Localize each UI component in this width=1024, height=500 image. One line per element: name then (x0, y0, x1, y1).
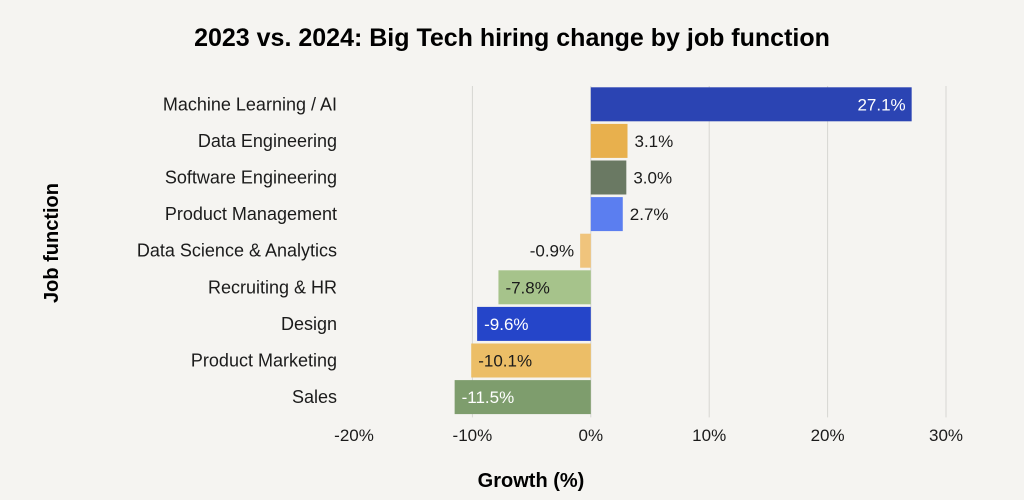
category-labels: Machine Learning / AI Data Engineering Sof… (137, 94, 337, 407)
bar (454, 380, 591, 415)
x-tick-label: 0% (579, 426, 604, 445)
bar (590, 87, 912, 122)
x-tick-label: 10% (692, 426, 726, 445)
category-label: Data Science & Analytics (137, 241, 337, 261)
x-tick-labels: -20% -10% 0% 10% 20% 30% (334, 426, 963, 445)
y-axis-title: Job function (41, 183, 63, 303)
bar (590, 197, 623, 232)
value-label: 27.1% (857, 95, 905, 114)
bar (498, 270, 591, 305)
x-tick-label: 30% (929, 426, 963, 445)
category-label: Product Marketing (191, 351, 337, 371)
bar (590, 160, 627, 195)
bar (477, 306, 591, 341)
value-label: -9.6% (484, 315, 528, 334)
category-label: Software Engineering (165, 168, 337, 188)
value-label: -7.8% (505, 278, 549, 297)
category-label: Design (281, 314, 337, 334)
x-tick-label: -20% (334, 426, 374, 445)
bar (590, 123, 628, 158)
bar (580, 233, 591, 268)
bars: 27.1% 3.1% 3.0% 2.7% -0.9% -7.8% -9.6% -10.1% -1… (454, 87, 912, 415)
bar (471, 343, 591, 378)
value-label: 3.0% (633, 169, 672, 188)
x-tick-label: -10% (453, 426, 493, 445)
value-label: -0.9% (530, 242, 574, 261)
value-label: -10.1% (478, 352, 532, 371)
category-label: Machine Learning / AI (163, 94, 337, 114)
x-axis-title: Growth (%) (478, 470, 585, 492)
category-label: Sales (292, 387, 337, 407)
category-label: Data Engineering (198, 131, 337, 151)
category-label: Recruiting & HR (208, 277, 337, 297)
value-label: 3.1% (635, 132, 674, 151)
value-label: 2.7% (630, 205, 669, 224)
chart-title: 2023 vs. 2024: Big Tech hiring change by… (194, 24, 830, 52)
category-label: Product Management (165, 204, 337, 224)
x-tick-label: 20% (811, 426, 845, 445)
value-label: -11.5% (462, 388, 515, 407)
